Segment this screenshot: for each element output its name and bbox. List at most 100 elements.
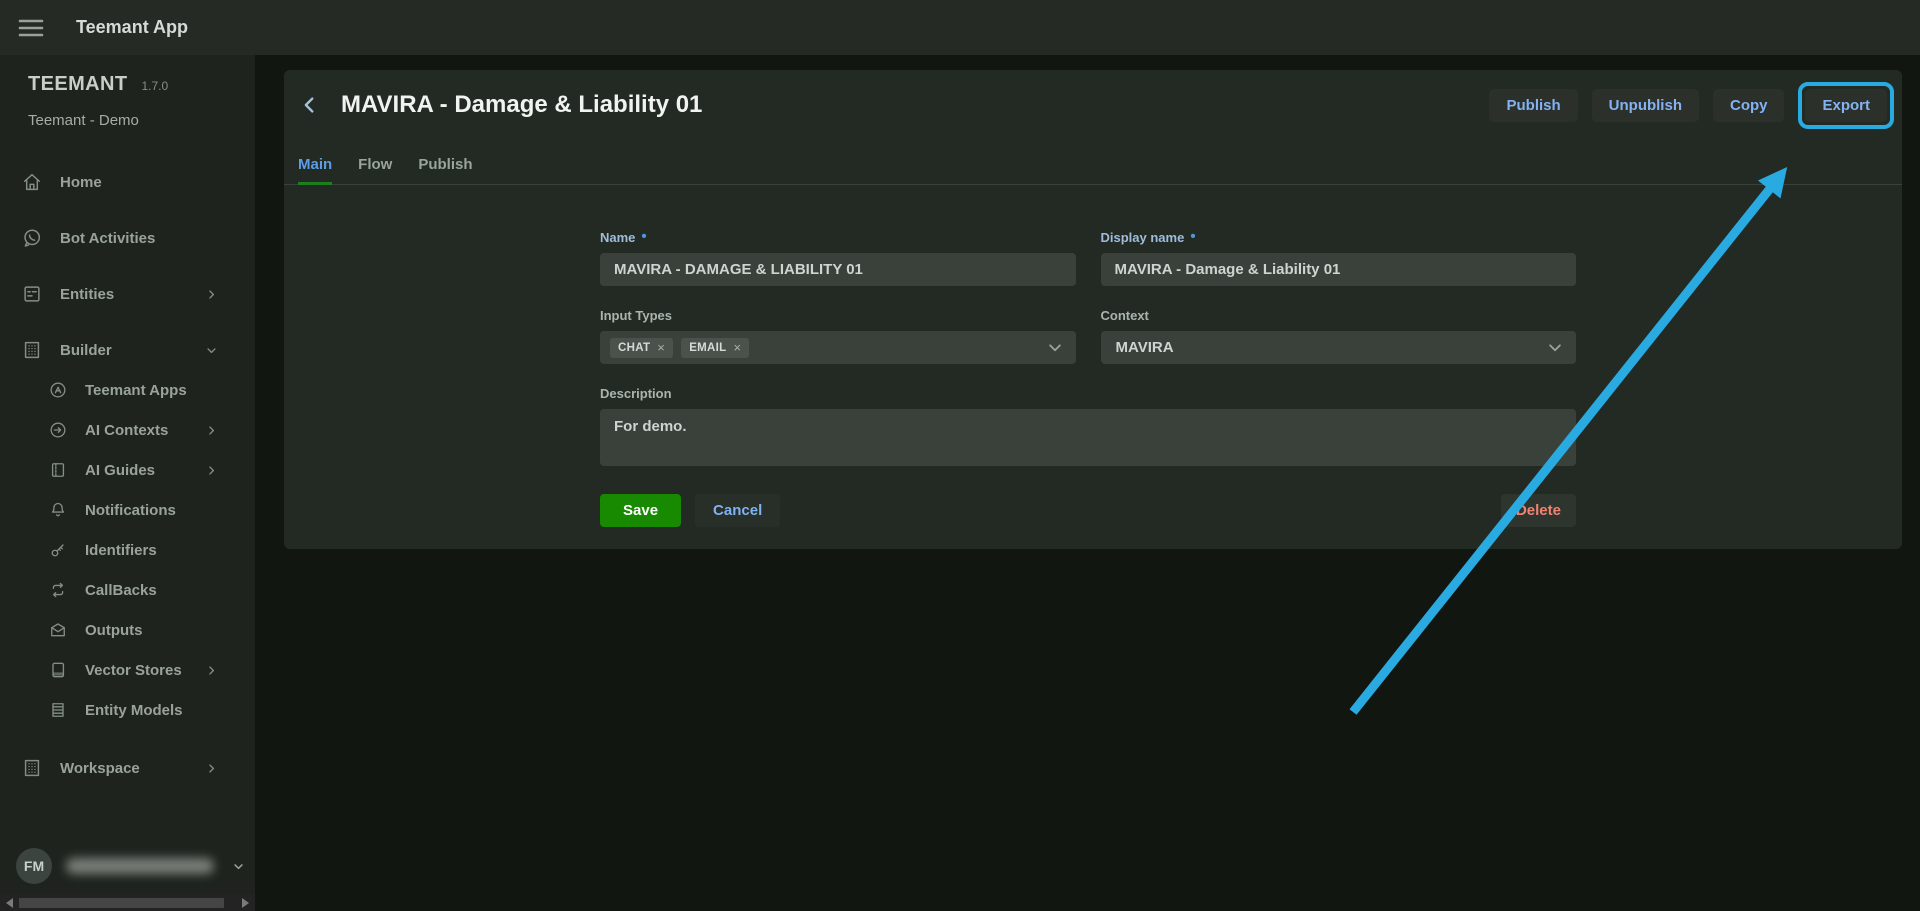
scrollbar-thumb[interactable] — [19, 897, 224, 908]
tenant-name: Teemant - Demo — [28, 112, 139, 129]
description-textarea[interactable]: For demo. — [600, 409, 1576, 466]
context-field: Context MAVIRA — [1100, 307, 1576, 364]
sidebar-item-ai-guides[interactable]: AI Guides — [0, 450, 255, 490]
sidebar-item-entity-models[interactable]: Entity Models — [0, 690, 255, 730]
tag-chat: CHAT × — [610, 337, 674, 358]
sidebar-item-label: AI Guides — [85, 461, 156, 479]
sidebar-item-identifiers[interactable]: Identifiers — [0, 530, 255, 570]
sidebar-item-label: Home — [60, 173, 102, 191]
stacked-rows-icon — [52, 703, 64, 717]
repeat-icon — [52, 582, 64, 598]
app-form: Name • Display name • Input Types — [600, 229, 1576, 527]
main-content: MAVIRA - Damage & Liability 01 Publish U… — [255, 55, 1920, 911]
tab-flow[interactable]: Flow — [358, 156, 393, 173]
tab-bar: Main Flow Publish — [284, 156, 1902, 185]
scrollbar-track — [13, 894, 242, 911]
sidebar-item-label: Outputs — [85, 621, 143, 639]
display-name-input[interactable] — [1100, 253, 1576, 286]
tab-publish[interactable]: Publish — [418, 156, 473, 173]
name-field: Name • — [600, 229, 1076, 286]
sidebar-item-outputs[interactable]: Outputs — [0, 610, 255, 650]
sidebar-item-label: Builder — [60, 341, 112, 359]
user-name-redacted — [66, 858, 214, 874]
sidebar-item-label: Bot Activities — [60, 229, 156, 247]
export-button[interactable]: Export — [1805, 88, 1887, 122]
scroll-right-arrow[interactable] — [242, 897, 249, 908]
context-label: Context — [1100, 307, 1149, 323]
book-icon — [51, 463, 65, 477]
tag-label: EMAIL — [689, 341, 727, 354]
sidebar-item-label: Entities — [60, 285, 115, 303]
delete-button[interactable]: Delete — [1500, 494, 1576, 527]
sidebar-horizontal-scrollbar — [0, 894, 255, 911]
sidebar-item-label: AI Contexts — [85, 421, 169, 439]
sidebar-item-vector-stores[interactable]: Vector Stores — [0, 650, 255, 690]
chevron-down-icon — [1048, 343, 1061, 351]
sidebar-item-label: Identifiers — [85, 541, 157, 559]
sidebar-item-bot-activities[interactable]: Bot Activities — [0, 210, 255, 266]
sidebar-nav: Home Bot Activities Entities Builder Tee… — [0, 154, 255, 796]
sidebar-item-callbacks[interactable]: CallBacks — [0, 570, 255, 610]
chat-bubble-icon — [24, 229, 41, 247]
sidebar-item-notifications[interactable]: Notifications — [0, 490, 255, 530]
name-label: Name • — [600, 228, 647, 245]
tag-label: CHAT — [618, 341, 651, 354]
sidebar-item-teemant-apps[interactable]: Teemant Apps — [0, 370, 255, 410]
tag-email: EMAIL × — [681, 337, 750, 358]
topbar: Teemant App — [0, 0, 1920, 55]
brand-row: TEEMANT 1.7.0 — [0, 55, 255, 96]
publish-button[interactable]: Publish — [1489, 88, 1578, 122]
user-menu[interactable]: FM — [16, 847, 246, 885]
required-dot: • — [1190, 228, 1196, 245]
cancel-button[interactable]: Cancel — [695, 494, 781, 527]
input-types-select[interactable]: CHAT × EMAIL × — [600, 331, 1076, 364]
tab-main[interactable]: Main — [298, 156, 333, 185]
arrow-circle-icon — [50, 422, 66, 438]
app-store-icon — [50, 382, 66, 398]
builder-submenu: Teemant Apps AI Contexts AI Guides Notif… — [0, 370, 255, 730]
sidebar-item-label: Teemant Apps — [85, 381, 187, 399]
required-dot: • — [641, 228, 647, 245]
sidebar-item-ai-contexts[interactable]: AI Contexts — [0, 410, 255, 450]
key-icon — [51, 544, 64, 557]
context-value: MAVIRA — [1115, 339, 1174, 356]
description-label: Description — [600, 385, 672, 401]
save-button[interactable]: Save — [600, 494, 682, 527]
chevron-right-icon — [209, 763, 215, 773]
scroll-left-arrow[interactable] — [6, 897, 13, 908]
entities-document-icon — [24, 286, 40, 302]
chevron-right-icon — [209, 665, 215, 675]
building-icon — [24, 341, 40, 359]
bell-icon — [51, 502, 65, 517]
copy-button[interactable]: Copy — [1712, 88, 1785, 122]
remove-tag-icon[interactable]: × — [657, 339, 666, 355]
remove-tag-icon[interactable]: × — [733, 339, 742, 355]
chevron-down-icon — [207, 347, 216, 353]
form-actions: Save Cancel Delete — [600, 494, 1576, 527]
sidebar-item-workspace[interactable]: Workspace — [0, 740, 255, 796]
home-icon — [23, 173, 41, 191]
chevron-left-icon — [304, 97, 314, 113]
back-button[interactable] — [299, 94, 321, 116]
card-header: MAVIRA - Damage & Liability 01 Publish U… — [284, 70, 1902, 129]
input-types-label: Input Types — [600, 307, 672, 323]
chevron-right-icon — [209, 425, 215, 435]
chevron-right-icon — [209, 289, 215, 299]
sidebar-item-home[interactable]: Home — [0, 154, 255, 210]
detail-card: MAVIRA - Damage & Liability 01 Publish U… — [284, 70, 1902, 549]
name-input[interactable] — [600, 253, 1076, 286]
app-title: Teemant App — [76, 17, 189, 37]
menu-icon[interactable] — [18, 18, 44, 38]
sidebar-item-label: Entity Models — [85, 701, 183, 719]
sidebar-item-label: Vector Stores — [85, 661, 182, 679]
header-actions: Publish Unpublish Copy Export — [1489, 81, 1894, 129]
input-types-field: Input Types CHAT × EMAIL × — [600, 307, 1076, 364]
context-select[interactable]: MAVIRA — [1100, 331, 1576, 364]
page-title: MAVIRA - Damage & Liability 01 — [341, 91, 703, 118]
display-name-field: Display name • — [1100, 228, 1576, 286]
journal-icon — [52, 662, 65, 678]
sidebar-item-entities[interactable]: Entities — [0, 266, 255, 322]
unpublish-button[interactable]: Unpublish — [1591, 88, 1699, 122]
sidebar-item-builder[interactable]: Builder — [0, 322, 255, 378]
brand-name: TEEMANT — [28, 73, 128, 95]
